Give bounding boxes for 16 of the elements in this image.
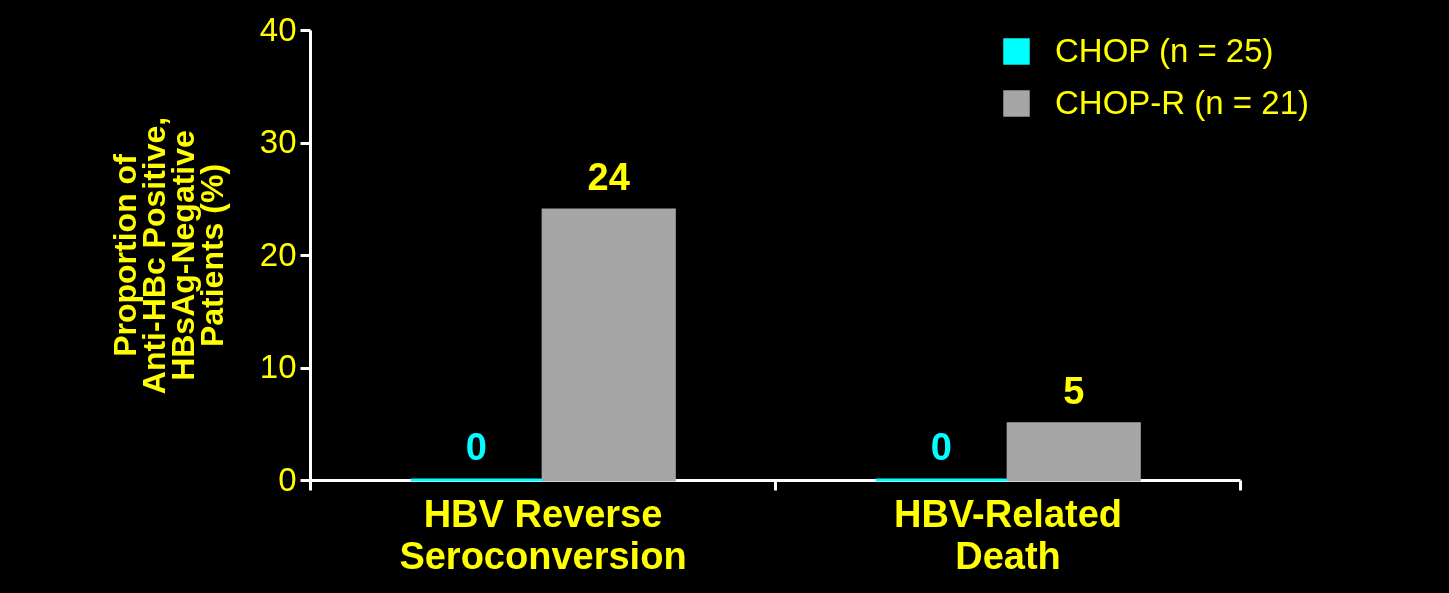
data-label: 24 bbox=[587, 156, 630, 198]
legend-label: CHOP (n = 25) bbox=[1055, 31, 1274, 69]
bar bbox=[1006, 422, 1141, 482]
x-tick-label: HBV Reverse Seroconversion bbox=[399, 492, 687, 577]
y-tick-label: 10 bbox=[259, 348, 297, 385]
x-tick-label: HBV-Related Death bbox=[893, 492, 1123, 577]
y-tick-label: 30 bbox=[259, 123, 297, 160]
bar bbox=[541, 208, 676, 482]
data-label: 0 bbox=[465, 426, 487, 468]
y-tick-label: 0 bbox=[278, 460, 297, 498]
data-label: 0 bbox=[930, 426, 952, 468]
legend-label: CHOP-R (n = 21) bbox=[1055, 83, 1309, 121]
y-tick-label: 40 bbox=[259, 10, 297, 48]
y-tick-label: 20 bbox=[259, 235, 297, 273]
data-label: 5 bbox=[1063, 369, 1085, 412]
y-axis-title: Proportion of Anti-HBc Positive, HBsAg-Negative Patients (%) bbox=[106, 116, 230, 395]
